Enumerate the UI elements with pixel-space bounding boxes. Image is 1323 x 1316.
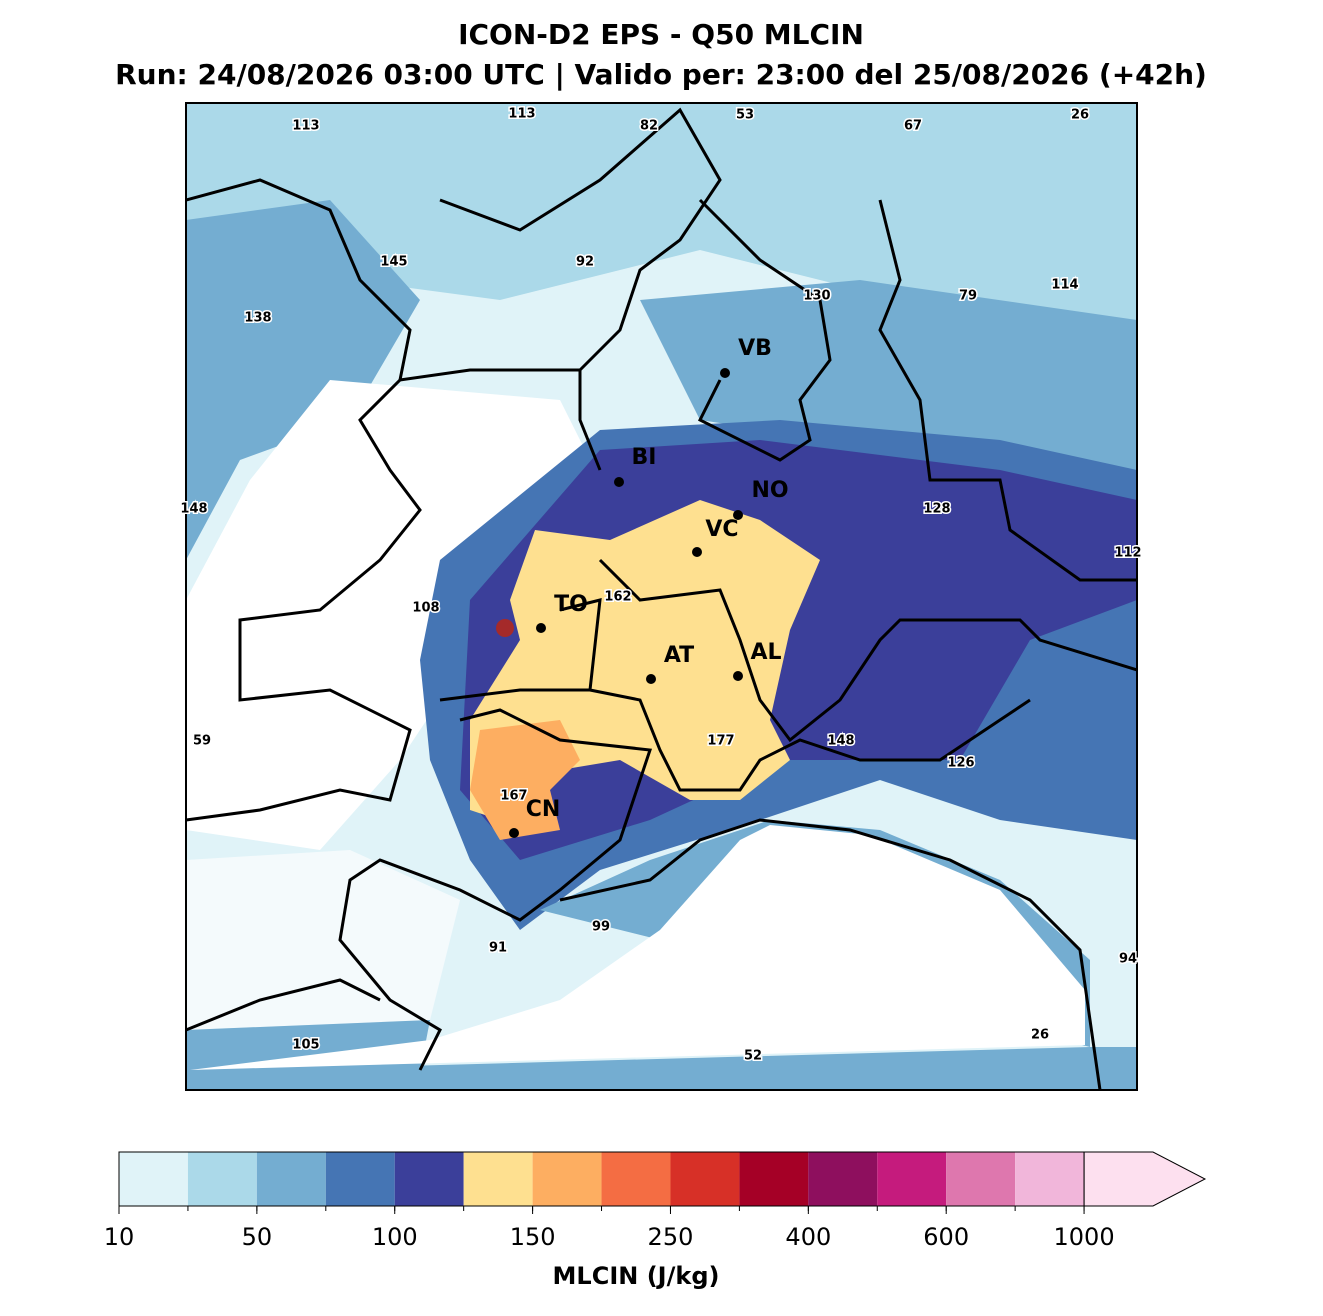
city-dot [646, 674, 656, 684]
value-label: 79 [959, 289, 977, 304]
value-label: 148 [180, 502, 207, 517]
city-label: CN [526, 797, 561, 822]
colorbar-label: MLCIN (J/kg) [553, 1262, 720, 1290]
colorbar-tick-label: 1000 [1054, 1223, 1115, 1251]
colorbar-swatch [601, 1152, 671, 1206]
colorbar-tick-label: 400 [785, 1223, 831, 1251]
value-label: 113 [292, 119, 319, 134]
colorbar-swatch [670, 1152, 740, 1206]
value-label: 128 [923, 502, 950, 517]
city-dot [733, 671, 743, 681]
value-label: 105 [292, 1038, 319, 1053]
value-label: 99 [592, 920, 610, 935]
high-cin-cuneo [470, 720, 580, 840]
value-label: 145 [380, 255, 407, 270]
low-cin-west [186, 380, 600, 850]
value-label: 126 [947, 756, 974, 771]
colorbar-frame [118, 1151, 1085, 1207]
colorbar-tick-label: 250 [648, 1223, 694, 1251]
value-label: 52 [744, 1049, 762, 1064]
colorbar-swatch [119, 1152, 188, 1206]
title: ICON-D2 EPS - Q50 MLCIN [458, 18, 864, 51]
colorbar-tick-label: 600 [923, 1223, 969, 1251]
value-label: 82 [640, 119, 658, 134]
city-label: AL [750, 640, 781, 665]
colorbar-swatch [463, 1152, 533, 1206]
value-label: 177 [707, 734, 734, 749]
city-dot [692, 547, 702, 557]
city-dot [509, 828, 519, 838]
colorbar-tick-label: 10 [104, 1223, 135, 1251]
city-label: AT [664, 643, 694, 668]
colorbar-extend [1083, 1151, 1207, 1207]
map-frame [185, 102, 1138, 1091]
city-dot [720, 368, 730, 378]
value-label: 148 [827, 734, 854, 749]
low-cin-southwest [186, 850, 460, 1030]
city-dot [614, 477, 624, 487]
value-label: 92 [576, 255, 594, 270]
colorbar-swatch [394, 1152, 464, 1206]
value-label: 113 [508, 107, 535, 122]
city-label: TO [554, 592, 588, 617]
colorbar-swatch [256, 1152, 326, 1206]
value-label: 112 [1114, 546, 1141, 561]
value-label: 167 [500, 789, 527, 804]
city-dot [733, 510, 743, 520]
colorbar-swatch [1015, 1152, 1085, 1206]
value-label: 26 [1071, 108, 1089, 123]
value-label: 53 [736, 108, 754, 123]
value-label: 59 [193, 734, 211, 749]
city-dot [536, 623, 546, 633]
borders [186, 107, 1137, 1090]
colorbar-tick-label: 50 [242, 1223, 273, 1251]
value-label: 138 [244, 311, 271, 326]
colorbar-swatch [532, 1152, 602, 1206]
alps-west [186, 200, 420, 560]
value-label: 130 [803, 289, 830, 304]
value-label: 94 [1119, 952, 1137, 967]
city-label: VC [705, 517, 738, 542]
sea [190, 825, 1085, 1070]
colorbar-tick-label: 150 [510, 1223, 556, 1251]
value-label: 162 [604, 590, 631, 605]
colorbar-swatch [877, 1152, 947, 1206]
colorbar-swatch [325, 1152, 395, 1206]
marker-red [496, 619, 514, 637]
colorbar-swatch [187, 1152, 257, 1206]
subtitle: Run: 24/08/2026 03:00 UTC | Valido per: … [115, 58, 1207, 91]
city-label: NO [751, 478, 788, 503]
city-label: BI [632, 445, 657, 470]
value-label: 108 [412, 601, 439, 616]
value-label: 26 [1031, 1028, 1049, 1043]
colorbar-swatch [808, 1152, 878, 1206]
value-label: 114 [1051, 278, 1078, 293]
colorbar-swatch [739, 1152, 809, 1206]
value-label: 91 [489, 941, 507, 956]
city-label: VB [738, 336, 772, 361]
map-area [186, 103, 1137, 1090]
colorbar-tick-label: 100 [372, 1223, 418, 1251]
value-label: 67 [904, 119, 922, 134]
colorbar-swatch [946, 1152, 1016, 1206]
